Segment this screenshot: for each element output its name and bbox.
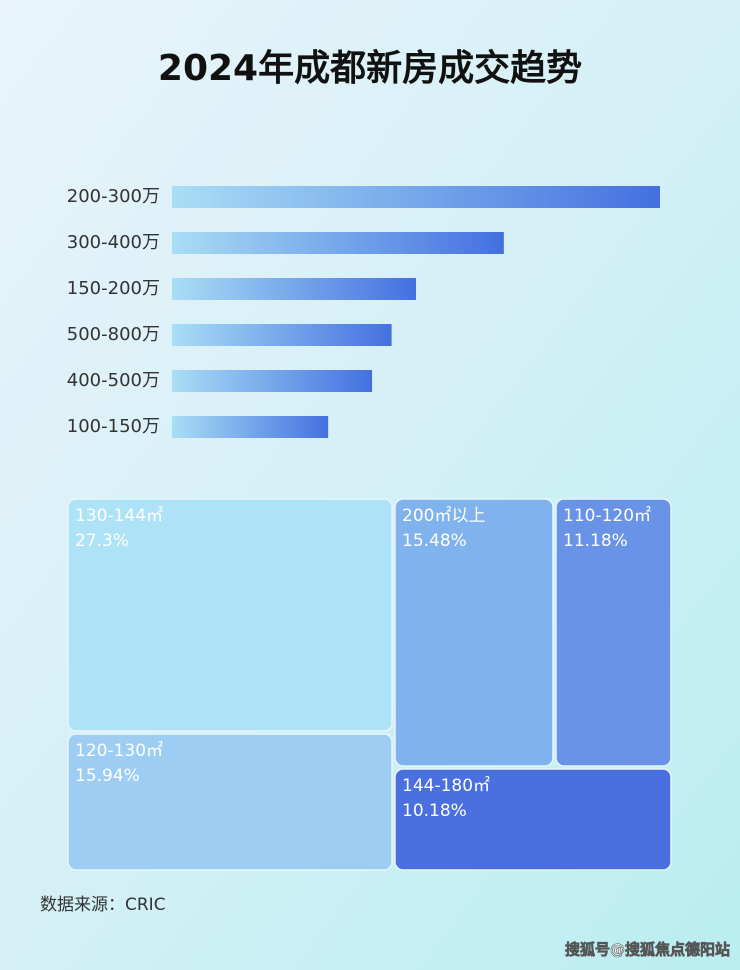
bar — [172, 370, 373, 392]
bar — [172, 278, 416, 300]
treemap-cell — [394, 768, 672, 871]
cell-label: 144-180㎡ — [402, 776, 490, 796]
cell-label: 130-144㎡ — [75, 506, 163, 526]
category-label: 200-300万 — [67, 186, 160, 207]
cell-value: 15.94% — [75, 766, 140, 786]
treemap-cell — [394, 498, 554, 767]
treemap-cell — [555, 498, 672, 767]
category-label: 150-200万 — [67, 278, 160, 299]
cell-value: 27.3% — [75, 531, 129, 551]
category-label: 100-150万 — [67, 416, 160, 437]
category-label: 300-400万 — [67, 232, 160, 253]
cell-value: 10.18% — [402, 801, 467, 821]
bar — [172, 324, 392, 346]
treemap-cell — [67, 498, 393, 732]
bar — [172, 232, 504, 254]
source: 数据来源：CRIC — [40, 895, 166, 915]
bar — [172, 416, 329, 438]
category-label: 400-500万 — [67, 370, 160, 391]
title: 2024年成都新房成交趋势 — [158, 47, 582, 89]
category-label: 500-800万 — [67, 324, 160, 345]
cell-label: 120-130㎡ — [75, 741, 163, 761]
cell-label: 200㎡以上 — [402, 506, 485, 526]
treemap-cell — [67, 733, 393, 871]
bar — [172, 186, 660, 208]
cell-value: 15.48% — [402, 531, 467, 551]
cell-value: 11.18% — [563, 531, 628, 551]
cell-label: 110-120㎡ — [563, 506, 651, 526]
watermark: 搜狐号@搜狐焦点德阳站 — [565, 941, 730, 959]
